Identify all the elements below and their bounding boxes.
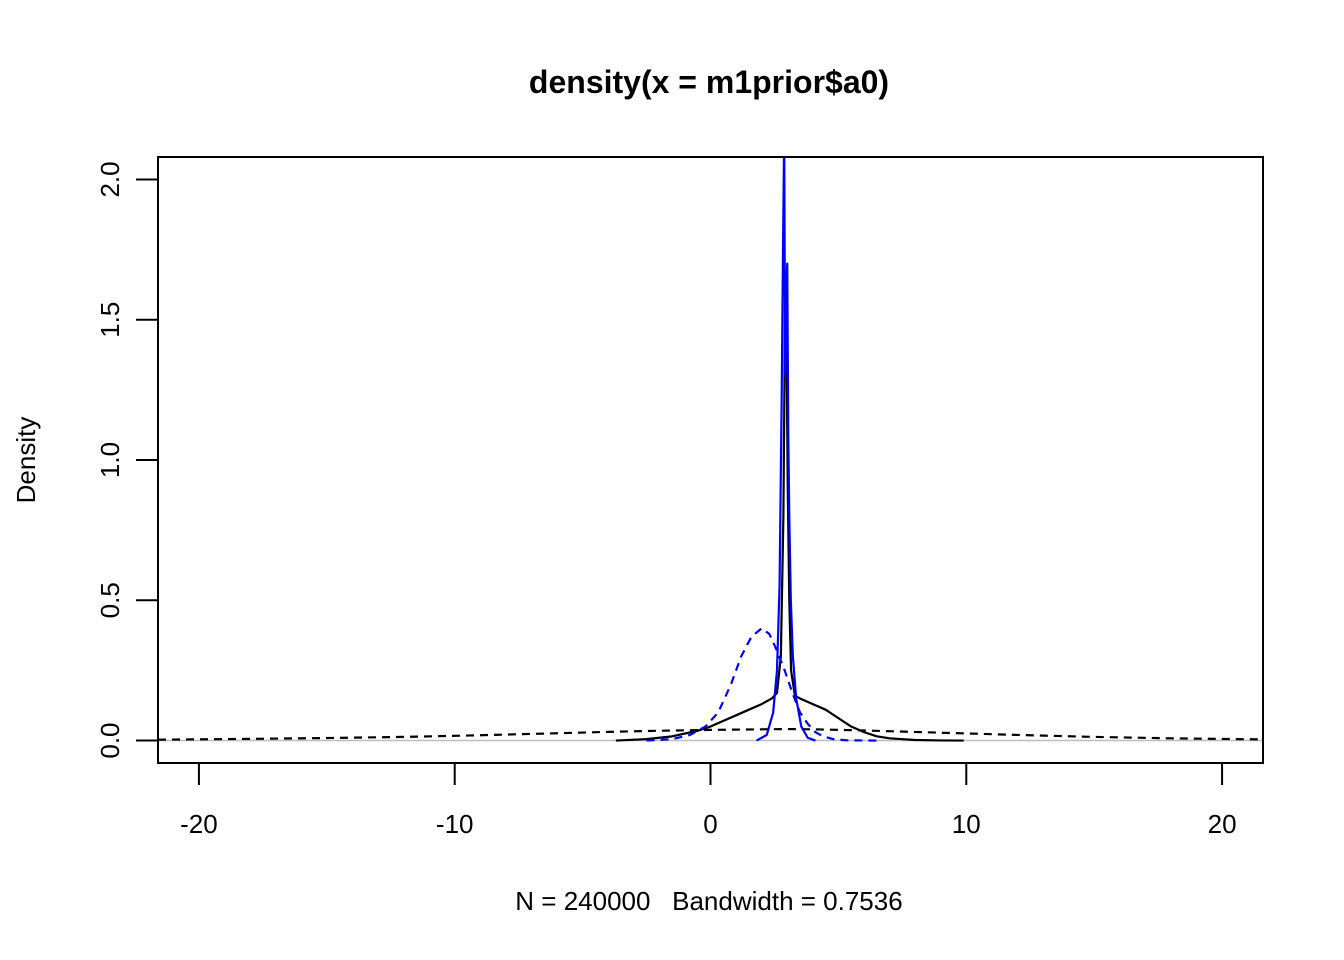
y-axis-label: Density — [11, 417, 41, 504]
y-tick-label: 2.0 — [95, 161, 125, 197]
density-series-line-3 — [646, 627, 877, 742]
x-tick-label: 10 — [952, 809, 981, 839]
x-axis-label: N = 240000 Bandwidth = 0.7536 — [515, 886, 902, 916]
y-tick-label: 0.5 — [95, 582, 125, 618]
y-tick-label: 1.0 — [95, 442, 125, 478]
y-tick-label: 1.5 — [95, 302, 125, 338]
x-axis: -20 -10 0 10 20 — [180, 762, 1237, 839]
x-tick-label: -10 — [436, 809, 474, 839]
chart-title: density(x = m1prior$a0) — [529, 64, 889, 100]
y-axis: 0.0 0.5 1.0 1.5 2.0 — [95, 161, 159, 759]
x-tick-label: 20 — [1208, 809, 1237, 839]
y-tick-label: 0.0 — [95, 722, 125, 758]
plot-frame — [157, 156, 1264, 764]
density-series-line-1 — [158, 727, 1263, 741]
x-tick-label: 0 — [703, 809, 717, 839]
x-tick-label: -20 — [180, 809, 218, 839]
density-series-line-4 — [756, 157, 816, 742]
